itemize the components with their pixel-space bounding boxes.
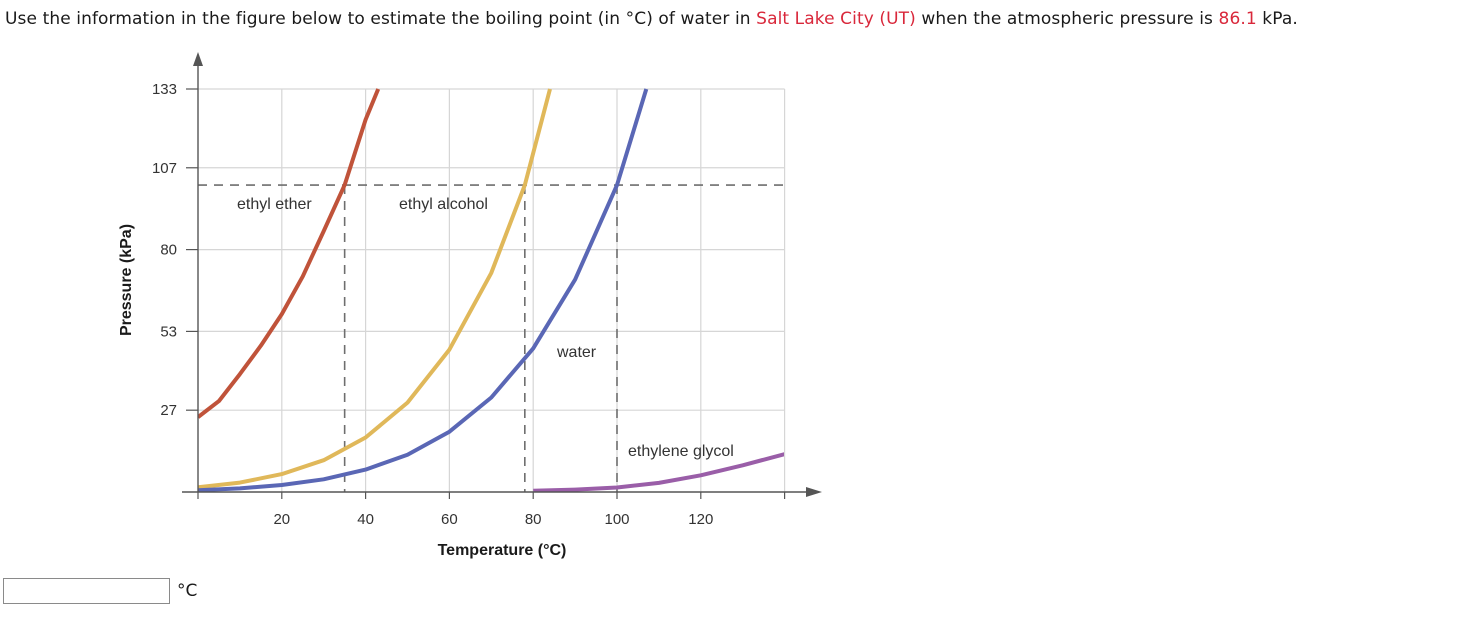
- pressure-value: 86.1: [1218, 9, 1257, 29]
- series-label-ethyl-ether: ethyl ether: [237, 196, 312, 213]
- y-tick-label: 53: [160, 323, 177, 340]
- tick-labels: 20 40 60 80 100 120 27 53 80 107 133: [152, 81, 713, 528]
- x-tick-label: 120: [688, 511, 713, 528]
- series-label-ethyl-alcohol: ethyl alcohol: [399, 196, 488, 213]
- x-tick-label: 20: [273, 511, 290, 528]
- x-tick-label: 60: [441, 511, 458, 528]
- answer-row: °C: [3, 578, 197, 604]
- question-part2: when the atmospheric pressure is: [915, 9, 1219, 29]
- question-part1: Use the information in the figure below …: [5, 9, 757, 29]
- y-axis-label: Pressure (kPa): [118, 224, 135, 336]
- question-text: Use the information in the figure below …: [5, 9, 1298, 29]
- answer-input[interactable]: [3, 578, 170, 604]
- x-tick-label: 80: [525, 511, 542, 528]
- series-line-ethylene-glycol: [533, 452, 784, 492]
- y-axis-arrow: [193, 52, 203, 66]
- series-label-ethylene-glycol: ethylene glycol: [628, 443, 734, 460]
- y-tick-label: 27: [160, 402, 177, 419]
- y-tick-label: 107: [152, 160, 177, 177]
- x-axis-label: Temperature (°C): [438, 542, 567, 559]
- series-lines: [198, 88, 784, 492]
- x-tick-label: 40: [357, 511, 374, 528]
- x-tick-label: 100: [604, 511, 629, 528]
- series-label-water: water: [556, 344, 597, 361]
- answer-unit: °C: [177, 581, 198, 601]
- x-axis-arrow: [806, 487, 822, 497]
- series-line-ethyl-alcohol: [198, 88, 552, 490]
- question-part3: kPa.: [1256, 9, 1298, 29]
- y-tick-label: 133: [152, 81, 177, 98]
- reference-lines: [198, 184, 785, 492]
- series-line-ethyl-ether: [198, 88, 381, 419]
- series-labels: ethyl ether ethyl alcohol water ethylene gl…: [237, 196, 734, 460]
- grid: [198, 88, 786, 492]
- series-line-water: [198, 88, 649, 492]
- y-tick-label: 80: [160, 242, 177, 259]
- axes: [182, 52, 822, 499]
- city-name: Salt Lake City (UT): [756, 9, 916, 29]
